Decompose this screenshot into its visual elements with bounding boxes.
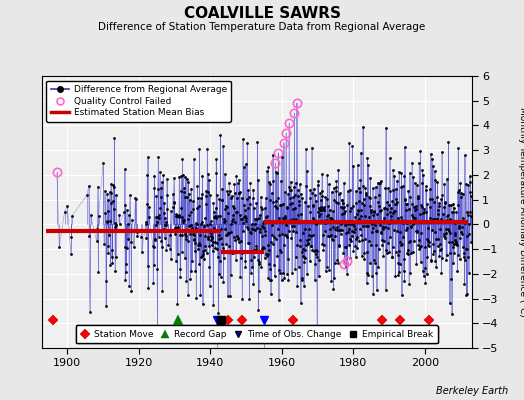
Text: Berkeley Earth: Berkeley Earth	[436, 386, 508, 396]
Legend: Station Move, Record Gap, Time of Obs. Change, Empirical Break: Station Move, Record Gap, Time of Obs. C…	[75, 326, 438, 344]
Text: Difference of Station Temperature Data from Regional Average: Difference of Station Temperature Data f…	[99, 22, 425, 32]
Text: COALVILLE SAWRS: COALVILLE SAWRS	[183, 6, 341, 21]
Y-axis label: Monthly Temperature Anomaly Difference (°C): Monthly Temperature Anomaly Difference (…	[518, 107, 524, 317]
